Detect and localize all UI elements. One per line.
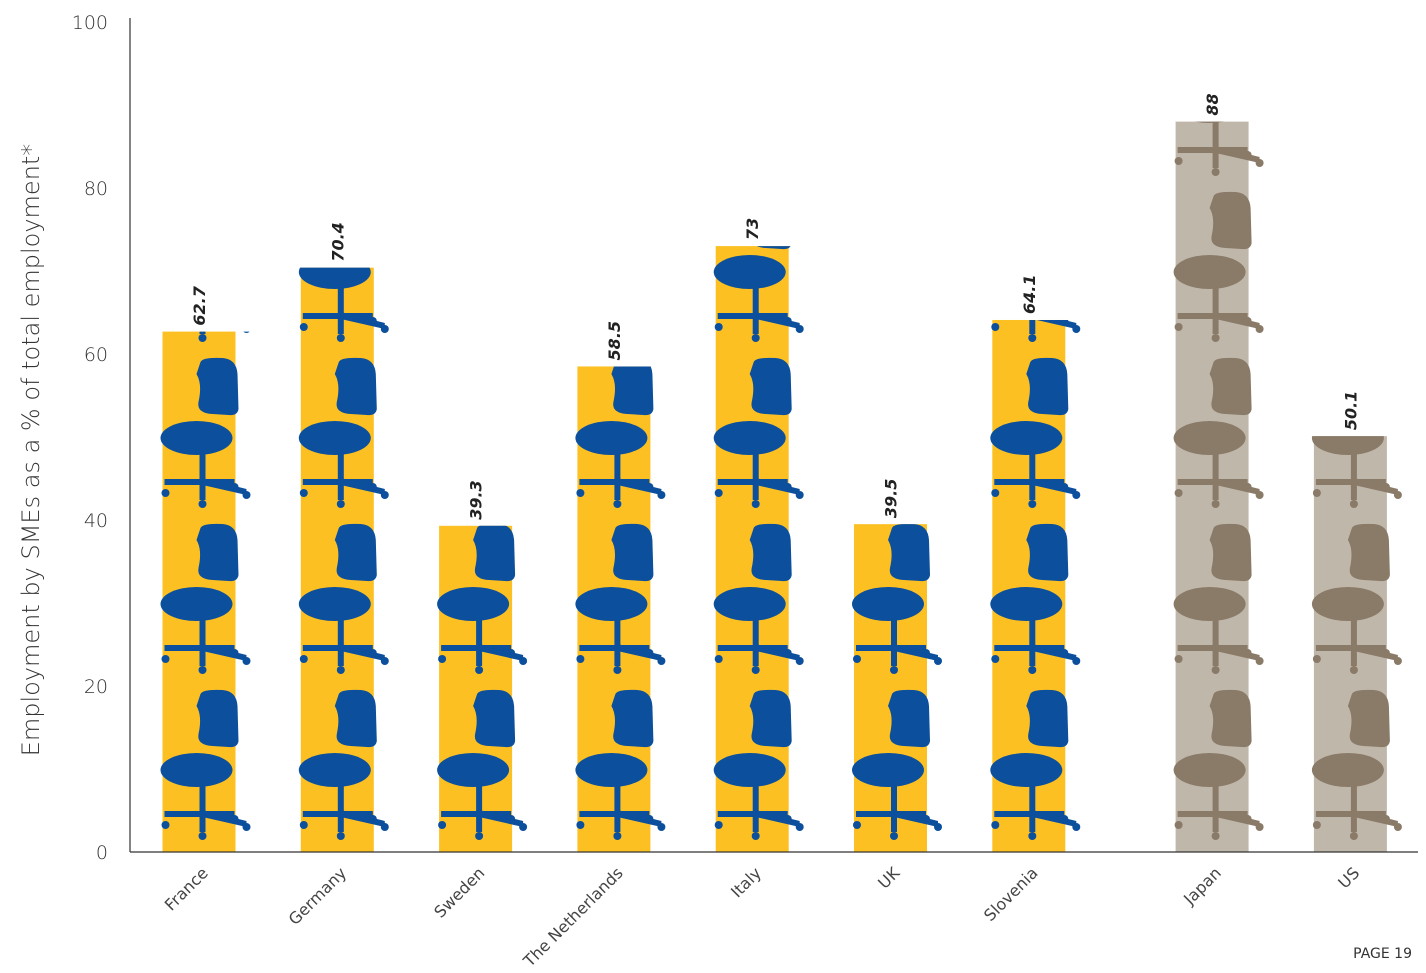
value-label: 88 <box>1203 93 1222 115</box>
y-tick-label: 0 <box>96 842 108 864</box>
y-tick-label: 100 <box>72 12 108 34</box>
x-tick-label: The Netherlands <box>519 863 627 971</box>
x-tick-label: France <box>161 863 212 914</box>
chair-icon <box>990 319 1081 342</box>
value-label: 62.7 <box>190 285 209 325</box>
chair-icons <box>437 525 528 840</box>
y-tick-label: 60 <box>84 344 108 366</box>
value-label: 39.5 <box>882 479 901 518</box>
x-tick-label: Japan <box>1179 863 1225 909</box>
x-tick-label: UK <box>874 863 903 892</box>
chair-icon <box>1174 0 1264 10</box>
page-number: PAGE 19 <box>1353 946 1412 962</box>
value-label: 70.4 <box>328 222 347 261</box>
chair-icon <box>299 26 389 176</box>
x-tick-label: Sweden <box>430 863 488 921</box>
value-label: 39.3 <box>467 480 486 519</box>
chair-icon <box>990 26 1080 176</box>
bar <box>1313 436 1387 852</box>
value-label: 58.5 <box>605 321 624 360</box>
chair-icon <box>161 26 251 176</box>
value-label: 64.1 <box>1020 274 1039 313</box>
x-tick-label: Germany <box>285 863 350 928</box>
chair-icon <box>575 192 665 342</box>
y-tick-label: 80 <box>84 178 108 200</box>
y-tick-label: 40 <box>84 510 108 532</box>
y-tick-label: 20 <box>84 676 108 698</box>
x-tick-label: Italy <box>727 863 765 901</box>
value-label: 73 <box>743 218 762 240</box>
x-tick-label: US <box>1334 863 1363 892</box>
y-axis-label: Employment by SMEs as a % of total emplo… <box>17 144 45 757</box>
chair-icons <box>852 524 942 840</box>
chair-icon <box>714 26 804 176</box>
value-label: 50.1 <box>1341 391 1360 430</box>
chair-icon <box>1312 192 1402 342</box>
x-tick-label: Slovenia <box>980 863 1042 925</box>
